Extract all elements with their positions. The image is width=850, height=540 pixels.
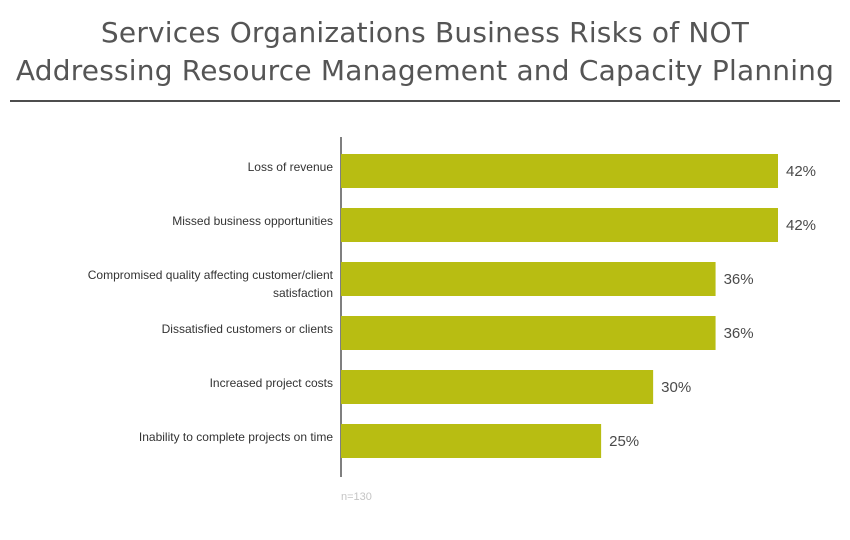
bar-5 (341, 424, 601, 458)
value-label-4: 30% (661, 379, 691, 396)
category-label-3: Dissatisfied customers or clients (162, 322, 333, 336)
value-label-1: 42% (786, 217, 816, 234)
value-label-5: 25% (609, 433, 639, 450)
value-label-0: 42% (786, 163, 816, 180)
category-label-2-line-1: satisfaction (273, 286, 333, 300)
bar-1 (341, 208, 778, 242)
bar-3 (341, 316, 716, 350)
category-label-0: Loss of revenue (248, 160, 334, 174)
category-label-4: Increased project costs (210, 376, 333, 390)
category-label-1: Missed business opportunities (172, 214, 333, 228)
value-label-2: 36% (724, 271, 754, 288)
category-label-5: Inability to complete projects on time (139, 430, 333, 444)
bar-0 (341, 154, 778, 188)
category-label-2-line-0: Compromised quality affecting customer/c… (88, 268, 334, 282)
bar-2 (341, 262, 716, 296)
bar-4 (341, 370, 653, 404)
sample-size-note: n=130 (341, 491, 372, 503)
value-label-3: 36% (724, 325, 754, 342)
